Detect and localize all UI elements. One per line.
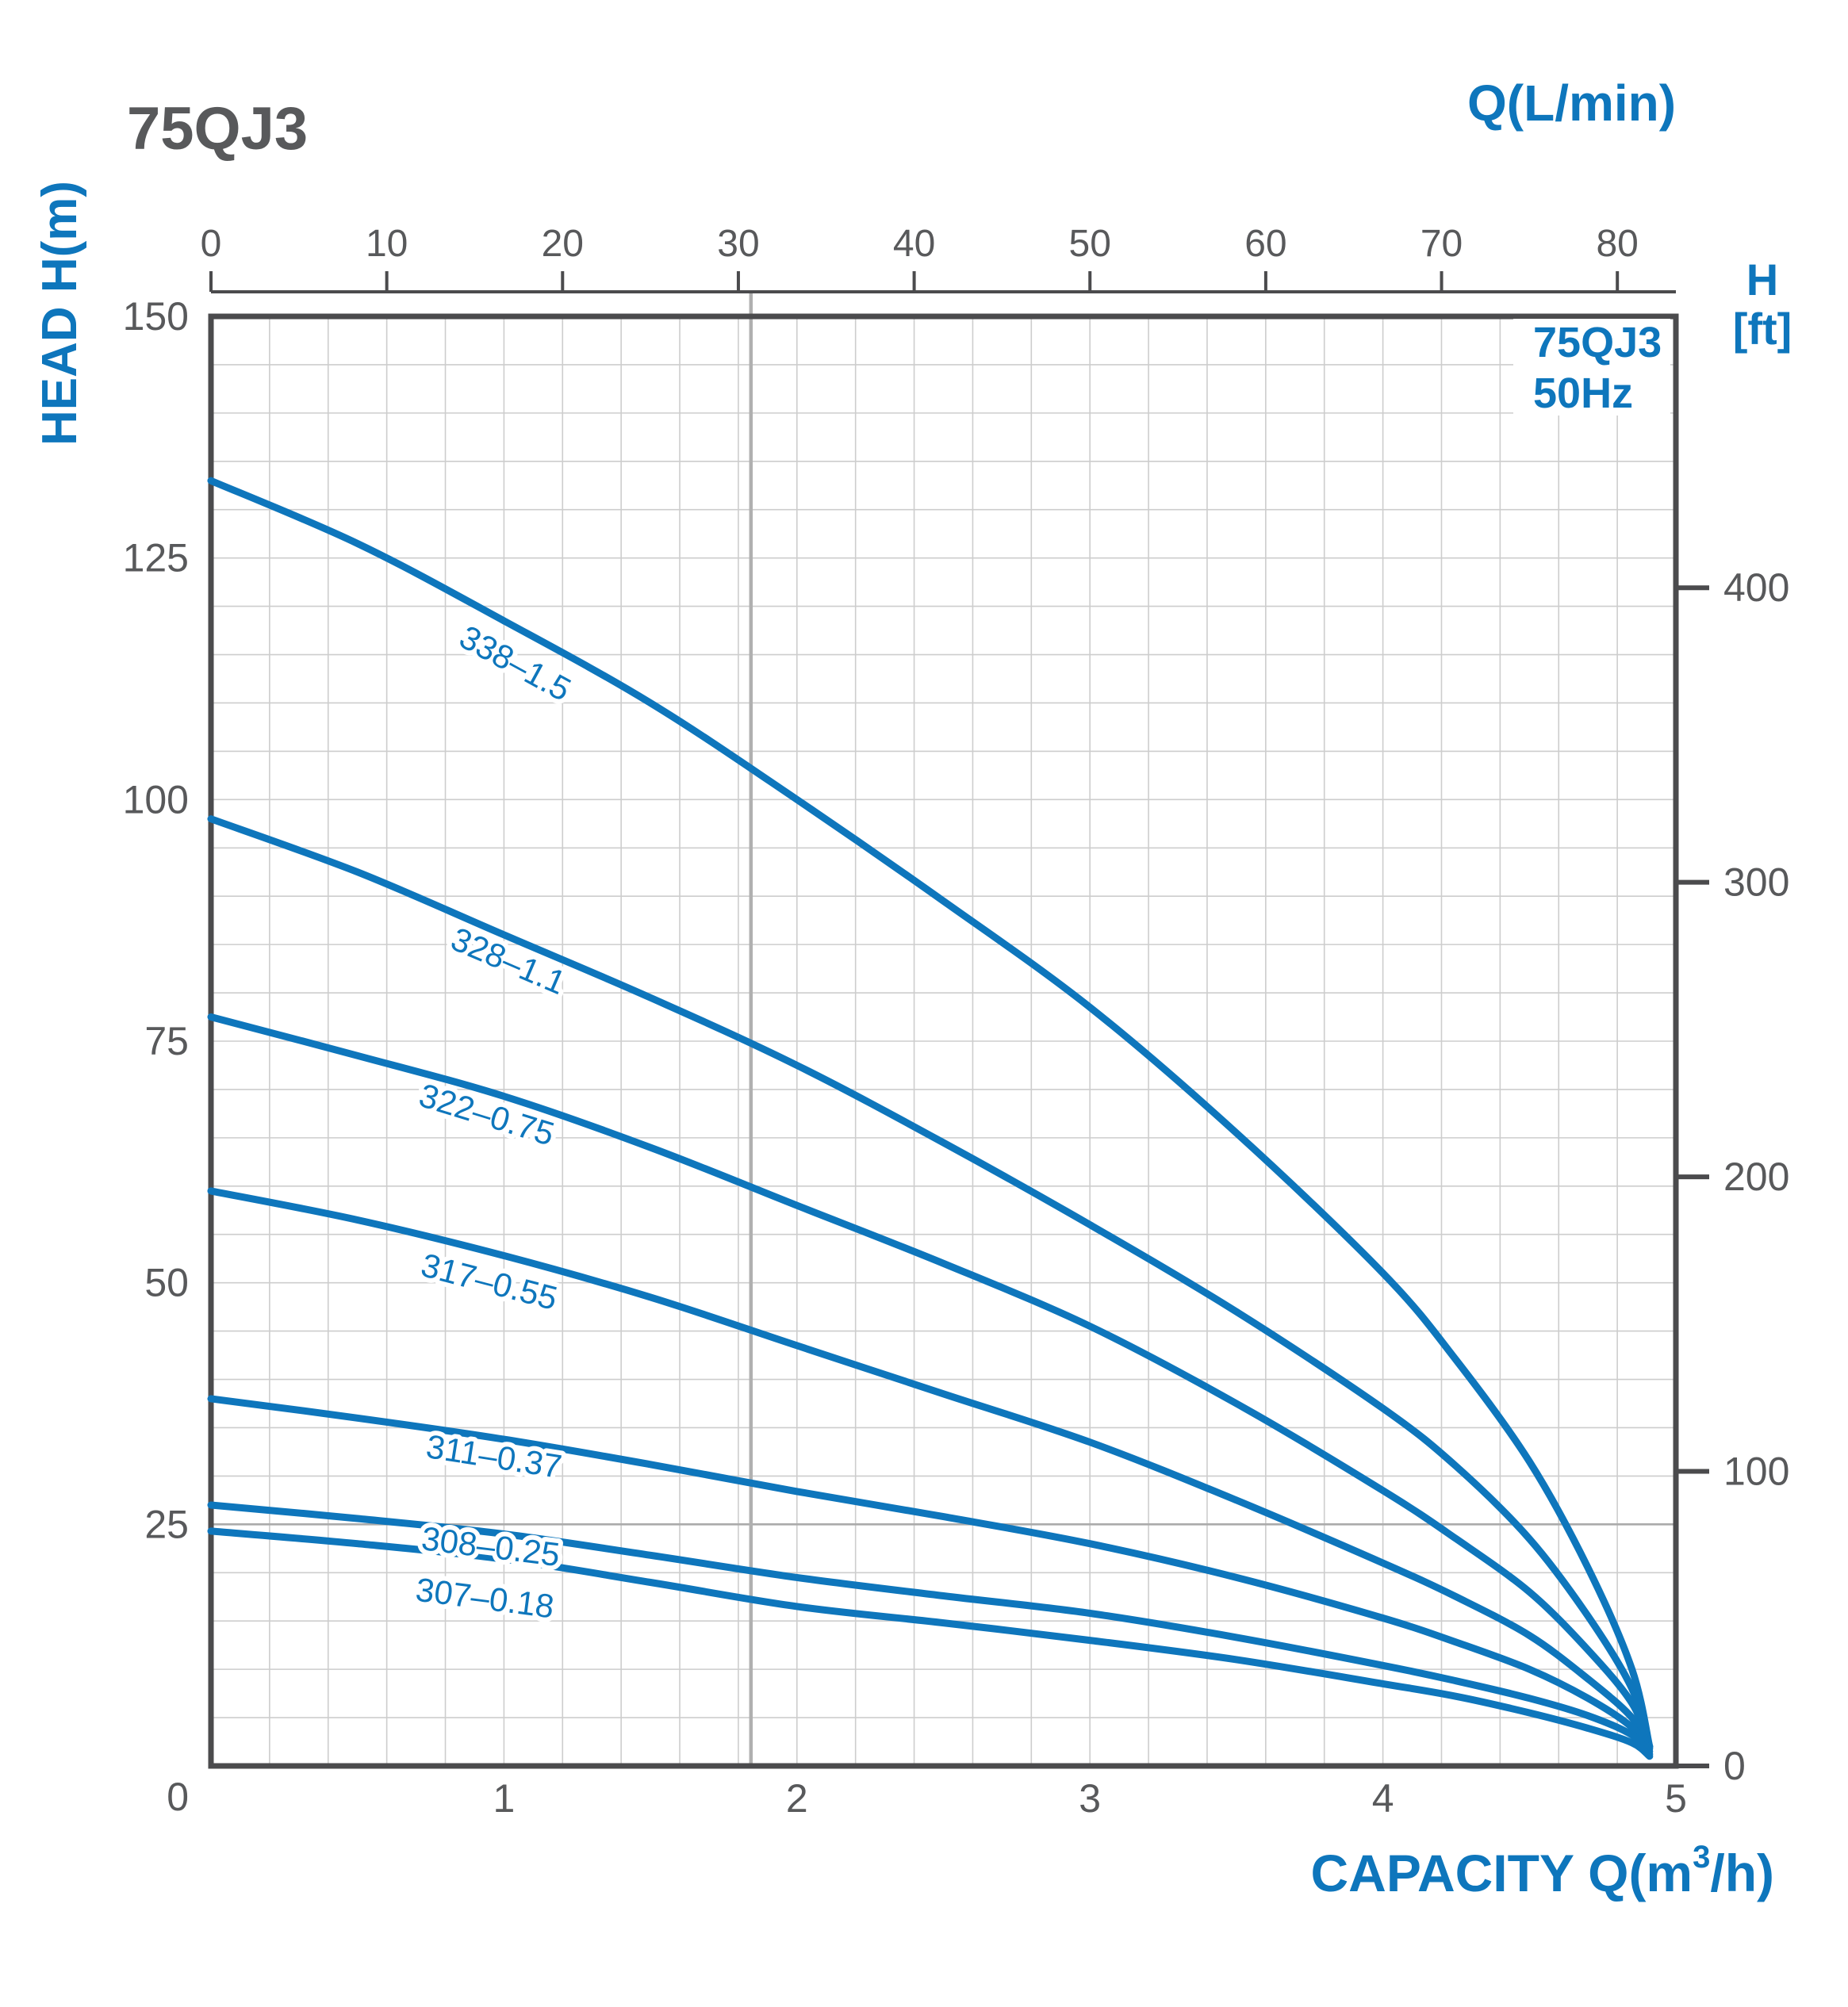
top-axis-tick-label: 20 <box>542 223 584 265</box>
bottom-axis-label: CAPACITY Q(m3/h) <box>1311 1840 1774 1902</box>
plot-border <box>208 313 1679 1769</box>
bottom-axis-tick-label: 5 <box>1665 1776 1687 1821</box>
curve-317-0.55 <box>207 1187 1654 1752</box>
bottom-axis-tick-label: 2 <box>786 1776 808 1821</box>
left-axis-tick-label: 50 <box>144 1261 189 1305</box>
legend-background <box>1513 319 1670 416</box>
axis-corner-zero-label: 0 <box>167 1775 189 1819</box>
right-axis-tick-label: 400 <box>1723 565 1789 610</box>
curve-label: 317–0.55 <box>417 1246 561 1317</box>
curve-328-1.1 <box>207 815 1654 1751</box>
top-axis-tick-label: 80 <box>1596 223 1638 265</box>
top-axis-tick-label: 10 <box>366 223 408 265</box>
left-axis-tick-label: 25 <box>144 1502 189 1546</box>
curve-label: 338–1.5 <box>454 618 577 708</box>
top-axis-tick-label: 50 <box>1069 223 1111 265</box>
right-axis-label-h: H <box>1746 255 1778 304</box>
right-axis-tick-label: 300 <box>1723 860 1789 905</box>
legend-model: 75QJ3 <box>1533 319 1662 366</box>
left-axis-tick-label: 100 <box>123 777 189 822</box>
top-axis-label: Q(L/min) <box>1467 75 1676 132</box>
right-axis-label-ft: [ft] <box>1733 304 1792 354</box>
right-axis-tick-label: 0 <box>1723 1744 1746 1788</box>
left-axis-label: HEAD H(m) <box>33 181 87 446</box>
curve-label: 307–0.18 <box>414 1571 557 1626</box>
bottom-axis-tick-label: 3 <box>1079 1776 1101 1821</box>
left-axis-tick-label: 75 <box>144 1019 189 1063</box>
left-axis-tick-label: 125 <box>123 536 189 580</box>
curve-311-0.37 <box>207 1395 1654 1756</box>
left-axis-tick-label: 150 <box>123 294 189 339</box>
top-axis-tick-label: 40 <box>893 223 935 265</box>
page-title: 75QJ3 <box>127 95 308 163</box>
top-axis-tick-label: 60 <box>1244 223 1286 265</box>
top-axis-tick-label: 70 <box>1421 223 1463 265</box>
curve-label: 308–0.25 <box>420 1519 562 1573</box>
legend-frequency: 50Hz <box>1533 370 1633 417</box>
curve-338-1.5 <box>207 477 1654 1751</box>
right-axis-tick-label: 100 <box>1723 1450 1789 1494</box>
curve-307-0.18 <box>207 1527 1654 1760</box>
curve-308-0.25 <box>207 1501 1654 1758</box>
bottom-axis-tick-label: 4 <box>1372 1776 1394 1821</box>
top-axis-tick-label: 0 <box>201 223 222 265</box>
curve-322-0.75 <box>207 1013 1654 1751</box>
top-axis-tick-label: 30 <box>717 223 759 265</box>
curve-label: 328–1.1 <box>446 920 571 1002</box>
right-axis-tick-label: 200 <box>1723 1155 1789 1199</box>
bottom-axis-tick-label: 1 <box>493 1776 515 1821</box>
